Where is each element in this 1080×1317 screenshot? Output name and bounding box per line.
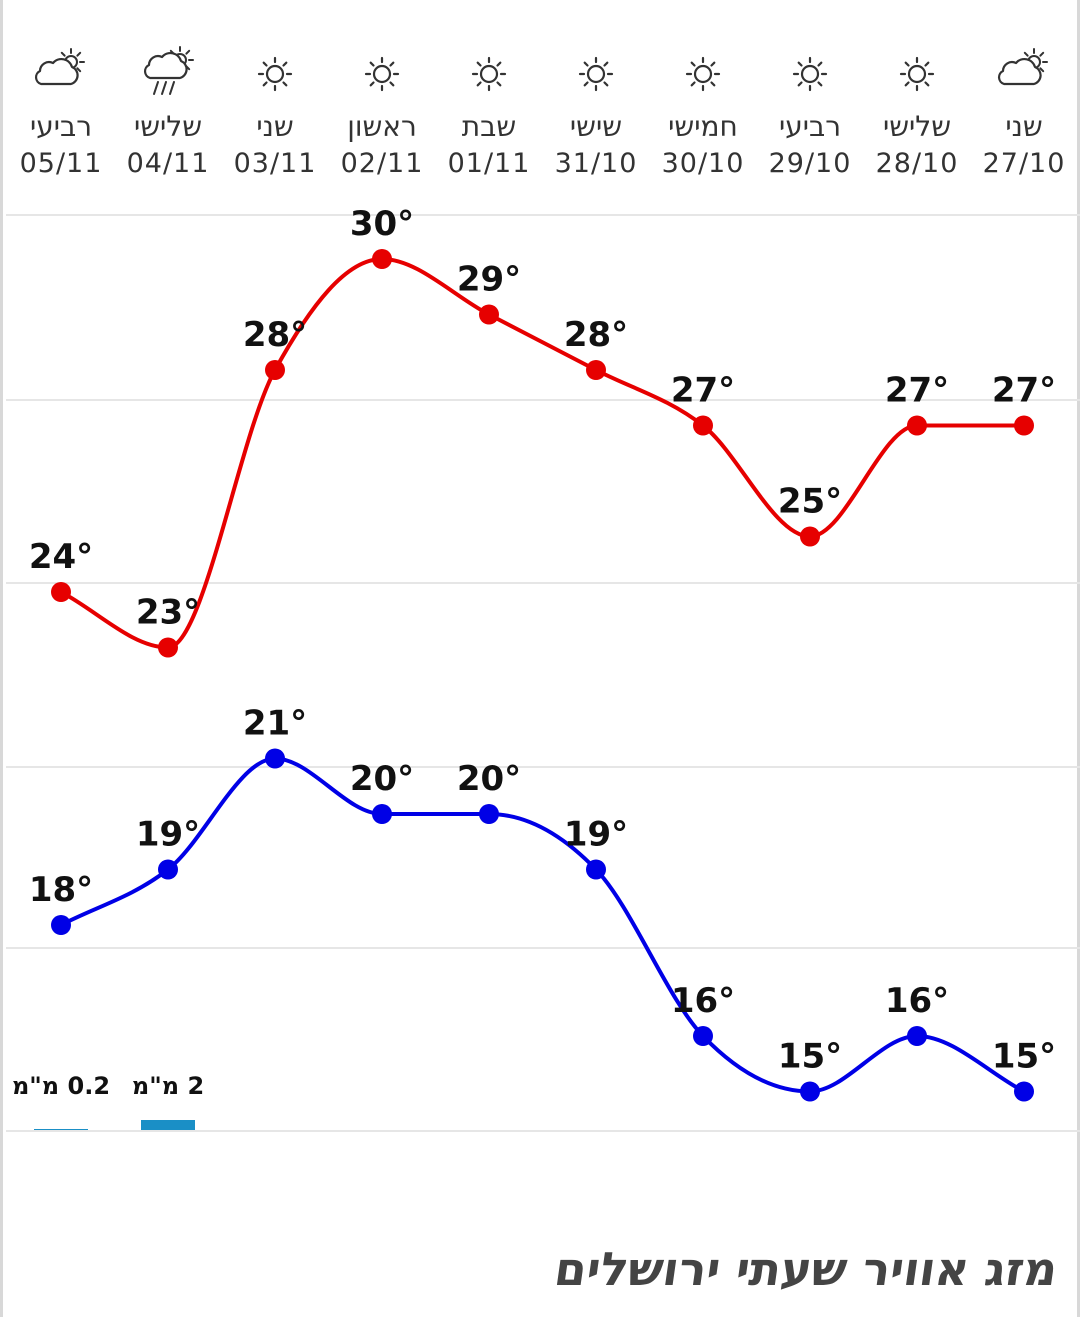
- date-label: 27/10: [983, 148, 1066, 179]
- day-name-label: רביעי: [779, 110, 841, 143]
- min-temp-value-label: 21°: [243, 704, 307, 744]
- partly-cloudy-icon: [34, 48, 85, 86]
- min-temp-point: [800, 1081, 820, 1102]
- rain-indicators: 2 מ"מ 0.2 מ"מ: [12, 1072, 204, 1130]
- day-name-label: ראשון: [347, 110, 417, 143]
- min-temp-value-label: 20°: [350, 759, 414, 799]
- min-temp-value-label: 20°: [457, 759, 521, 799]
- rain-amount-label: 2 מ"מ: [132, 1072, 204, 1100]
- min-temp-value-label: 18°: [29, 870, 93, 910]
- day-name-label: חמישי: [668, 110, 738, 143]
- max-temp-value-label: 25°: [778, 482, 842, 522]
- min-temp-line: [59, 756, 1026, 1094]
- sun-icon: [471, 56, 507, 92]
- max-temp-point: [158, 637, 178, 658]
- max-temp-value-label: 27°: [992, 371, 1056, 411]
- day-name-label: שני: [256, 110, 293, 143]
- min-temp-value-label: 16°: [671, 981, 735, 1021]
- date-label: 29/10: [769, 148, 852, 179]
- max-temp-point: [479, 304, 499, 325]
- max-temp-value-label: 30°: [350, 204, 414, 244]
- date-label: 05/11: [20, 148, 103, 179]
- max-temp-point: [907, 415, 927, 436]
- day-name-label: שלישי: [134, 110, 202, 143]
- max-temp-value-label: 24°: [29, 537, 93, 577]
- min-temp-value-label: 15°: [992, 1037, 1056, 1077]
- sun-icon: [364, 56, 400, 92]
- day-name-label: שלישי: [883, 110, 951, 143]
- temperature-points: [51, 249, 1034, 1102]
- day-header: שני 27/10 שלישי 28/10 רביעי 29/10 חמישי 30/10 שי…: [20, 46, 1066, 179]
- min-temp-point: [158, 859, 178, 880]
- rain-bar: [141, 1120, 195, 1130]
- max-temp-point: [265, 360, 285, 380]
- max-temp-point: [800, 526, 820, 547]
- date-label: 02/11: [341, 148, 424, 179]
- sun-icon: [257, 56, 293, 92]
- rain-bar: [34, 1129, 88, 1130]
- temperature-lines: [59, 256, 1026, 1094]
- page-title: מזג אוויר שעתי ירושלים: [550, 1242, 1061, 1296]
- max-temp-value-label: 28°: [564, 315, 628, 355]
- date-label: 04/11: [127, 148, 210, 179]
- min-temp-point: [907, 1026, 927, 1046]
- partly-cloudy-icon: [997, 48, 1048, 86]
- min-temp-value-label: 16°: [885, 981, 949, 1021]
- rain-amount-label: 0.2 מ"מ: [12, 1072, 110, 1100]
- date-label: 30/10: [662, 148, 745, 179]
- min-temp-point: [479, 804, 499, 824]
- max-temp-value-label: 29°: [457, 260, 521, 300]
- min-temp-point: [51, 915, 71, 935]
- sun-icon: [792, 56, 828, 92]
- max-temp-value-label: 27°: [885, 371, 949, 411]
- max-temp-line: [59, 256, 1026, 650]
- date-label: 31/10: [555, 148, 638, 179]
- day-name-label: שישי: [570, 110, 622, 143]
- max-temp-value-label: 27°: [671, 371, 735, 411]
- min-temp-point: [372, 804, 392, 824]
- date-label: 28/10: [876, 148, 959, 179]
- day-name-label: שני: [1005, 110, 1042, 143]
- sun-icon: [899, 56, 935, 92]
- sun-icon: [578, 56, 614, 92]
- grid-lines: [6, 214, 1080, 1132]
- max-temp-point: [372, 249, 392, 269]
- day-name-label: רביעי: [30, 110, 92, 143]
- forecast-chart: שני 27/10 שלישי 28/10 רביעי 29/10 חמישי 30/10 שי…: [6, 46, 1080, 1132]
- max-temp-value-label: 28°: [243, 315, 307, 355]
- min-temp-value-label: 19°: [136, 815, 200, 855]
- sun-icon: [685, 56, 721, 92]
- max-temp-point: [586, 360, 606, 380]
- min-temp-value-label: 15°: [778, 1037, 842, 1077]
- max-temp-point: [693, 415, 713, 436]
- max-temp-value-label: 23°: [136, 593, 200, 633]
- date-label: 03/11: [234, 148, 317, 179]
- min-temp-point: [1014, 1081, 1034, 1102]
- rain-cloud-icon: [143, 46, 194, 95]
- date-label: 01/11: [448, 148, 531, 179]
- day-name-label: שבת: [462, 110, 516, 143]
- temperature-labels: 27° 27° 25° 27° 28° 29° 30° 28° 23° 24° 15° 16° 15° 1…: [29, 204, 1056, 1077]
- min-temp-value-label: 19°: [564, 815, 628, 855]
- max-temp-point: [1014, 415, 1034, 436]
- min-temp-point: [586, 859, 606, 880]
- min-temp-point: [693, 1026, 713, 1046]
- min-temp-point: [265, 748, 285, 769]
- max-temp-point: [51, 582, 71, 602]
